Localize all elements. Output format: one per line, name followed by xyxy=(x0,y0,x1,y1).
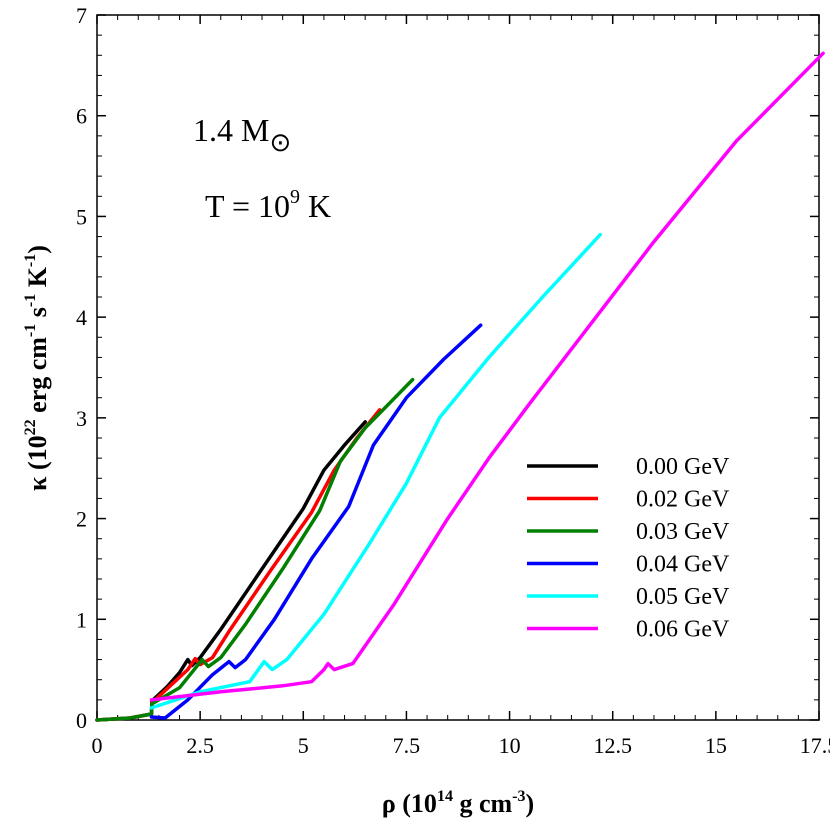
x-tick-label: 10 xyxy=(499,733,521,758)
axis-ticks xyxy=(96,14,820,721)
temperature-annotation: T = 109 K xyxy=(205,186,331,224)
x-tick-label: 0 xyxy=(92,733,103,758)
mass-annotation: 1.4 M⊙ xyxy=(193,112,291,157)
axis-tick-labels: 0 2.5 5 7.5 10 12.5 15 17.5 0 1 2 3 4 5 6 7 xyxy=(76,3,830,758)
x-tick-label: 5 xyxy=(298,733,309,758)
y-tick-label: 0 xyxy=(76,708,87,733)
x-axis-title: ρ (1014 g cm-3) xyxy=(382,788,534,818)
series-line-5 xyxy=(149,51,825,702)
legend: 0.00 GeV 0.02 GeV 0.03 GeV 0.04 GeV 0.05 GeV… xyxy=(527,454,730,643)
x-tick-label: 7.5 xyxy=(393,733,421,758)
x-tick-label: 12.5 xyxy=(593,733,632,758)
x-tick-label: 2.5 xyxy=(186,733,214,758)
legend-label-1: 0.02 GeV xyxy=(636,487,730,513)
y-tick-label: 7 xyxy=(76,3,87,28)
y-tick-label: 4 xyxy=(76,305,87,330)
x-tick-label: 15 xyxy=(705,733,727,758)
legend-label-4: 0.05 GeV xyxy=(636,584,730,610)
y-tick-label: 1 xyxy=(76,607,87,632)
plot-area xyxy=(96,14,820,721)
x-tick-label: 17.5 xyxy=(800,733,830,758)
series-line-4 xyxy=(149,232,603,710)
legend-label-5: 0.06 GeV xyxy=(636,617,730,643)
legend-label-2: 0.03 GeV xyxy=(636,519,730,545)
series-lines xyxy=(95,51,825,722)
y-tick-label: 6 xyxy=(76,104,87,129)
y-tick-label: 2 xyxy=(76,507,87,532)
legend-label-3: 0.04 GeV xyxy=(636,552,730,578)
legend-label-0: 0.00 GeV xyxy=(636,454,730,480)
y-axis-title: κ (1022 erg cm-1 s-1 K-1) xyxy=(22,245,52,491)
y-tick-label: 5 xyxy=(76,204,87,229)
y-tick-label: 3 xyxy=(76,406,87,431)
series-line-0 xyxy=(95,420,367,722)
series-line-2 xyxy=(95,377,415,722)
